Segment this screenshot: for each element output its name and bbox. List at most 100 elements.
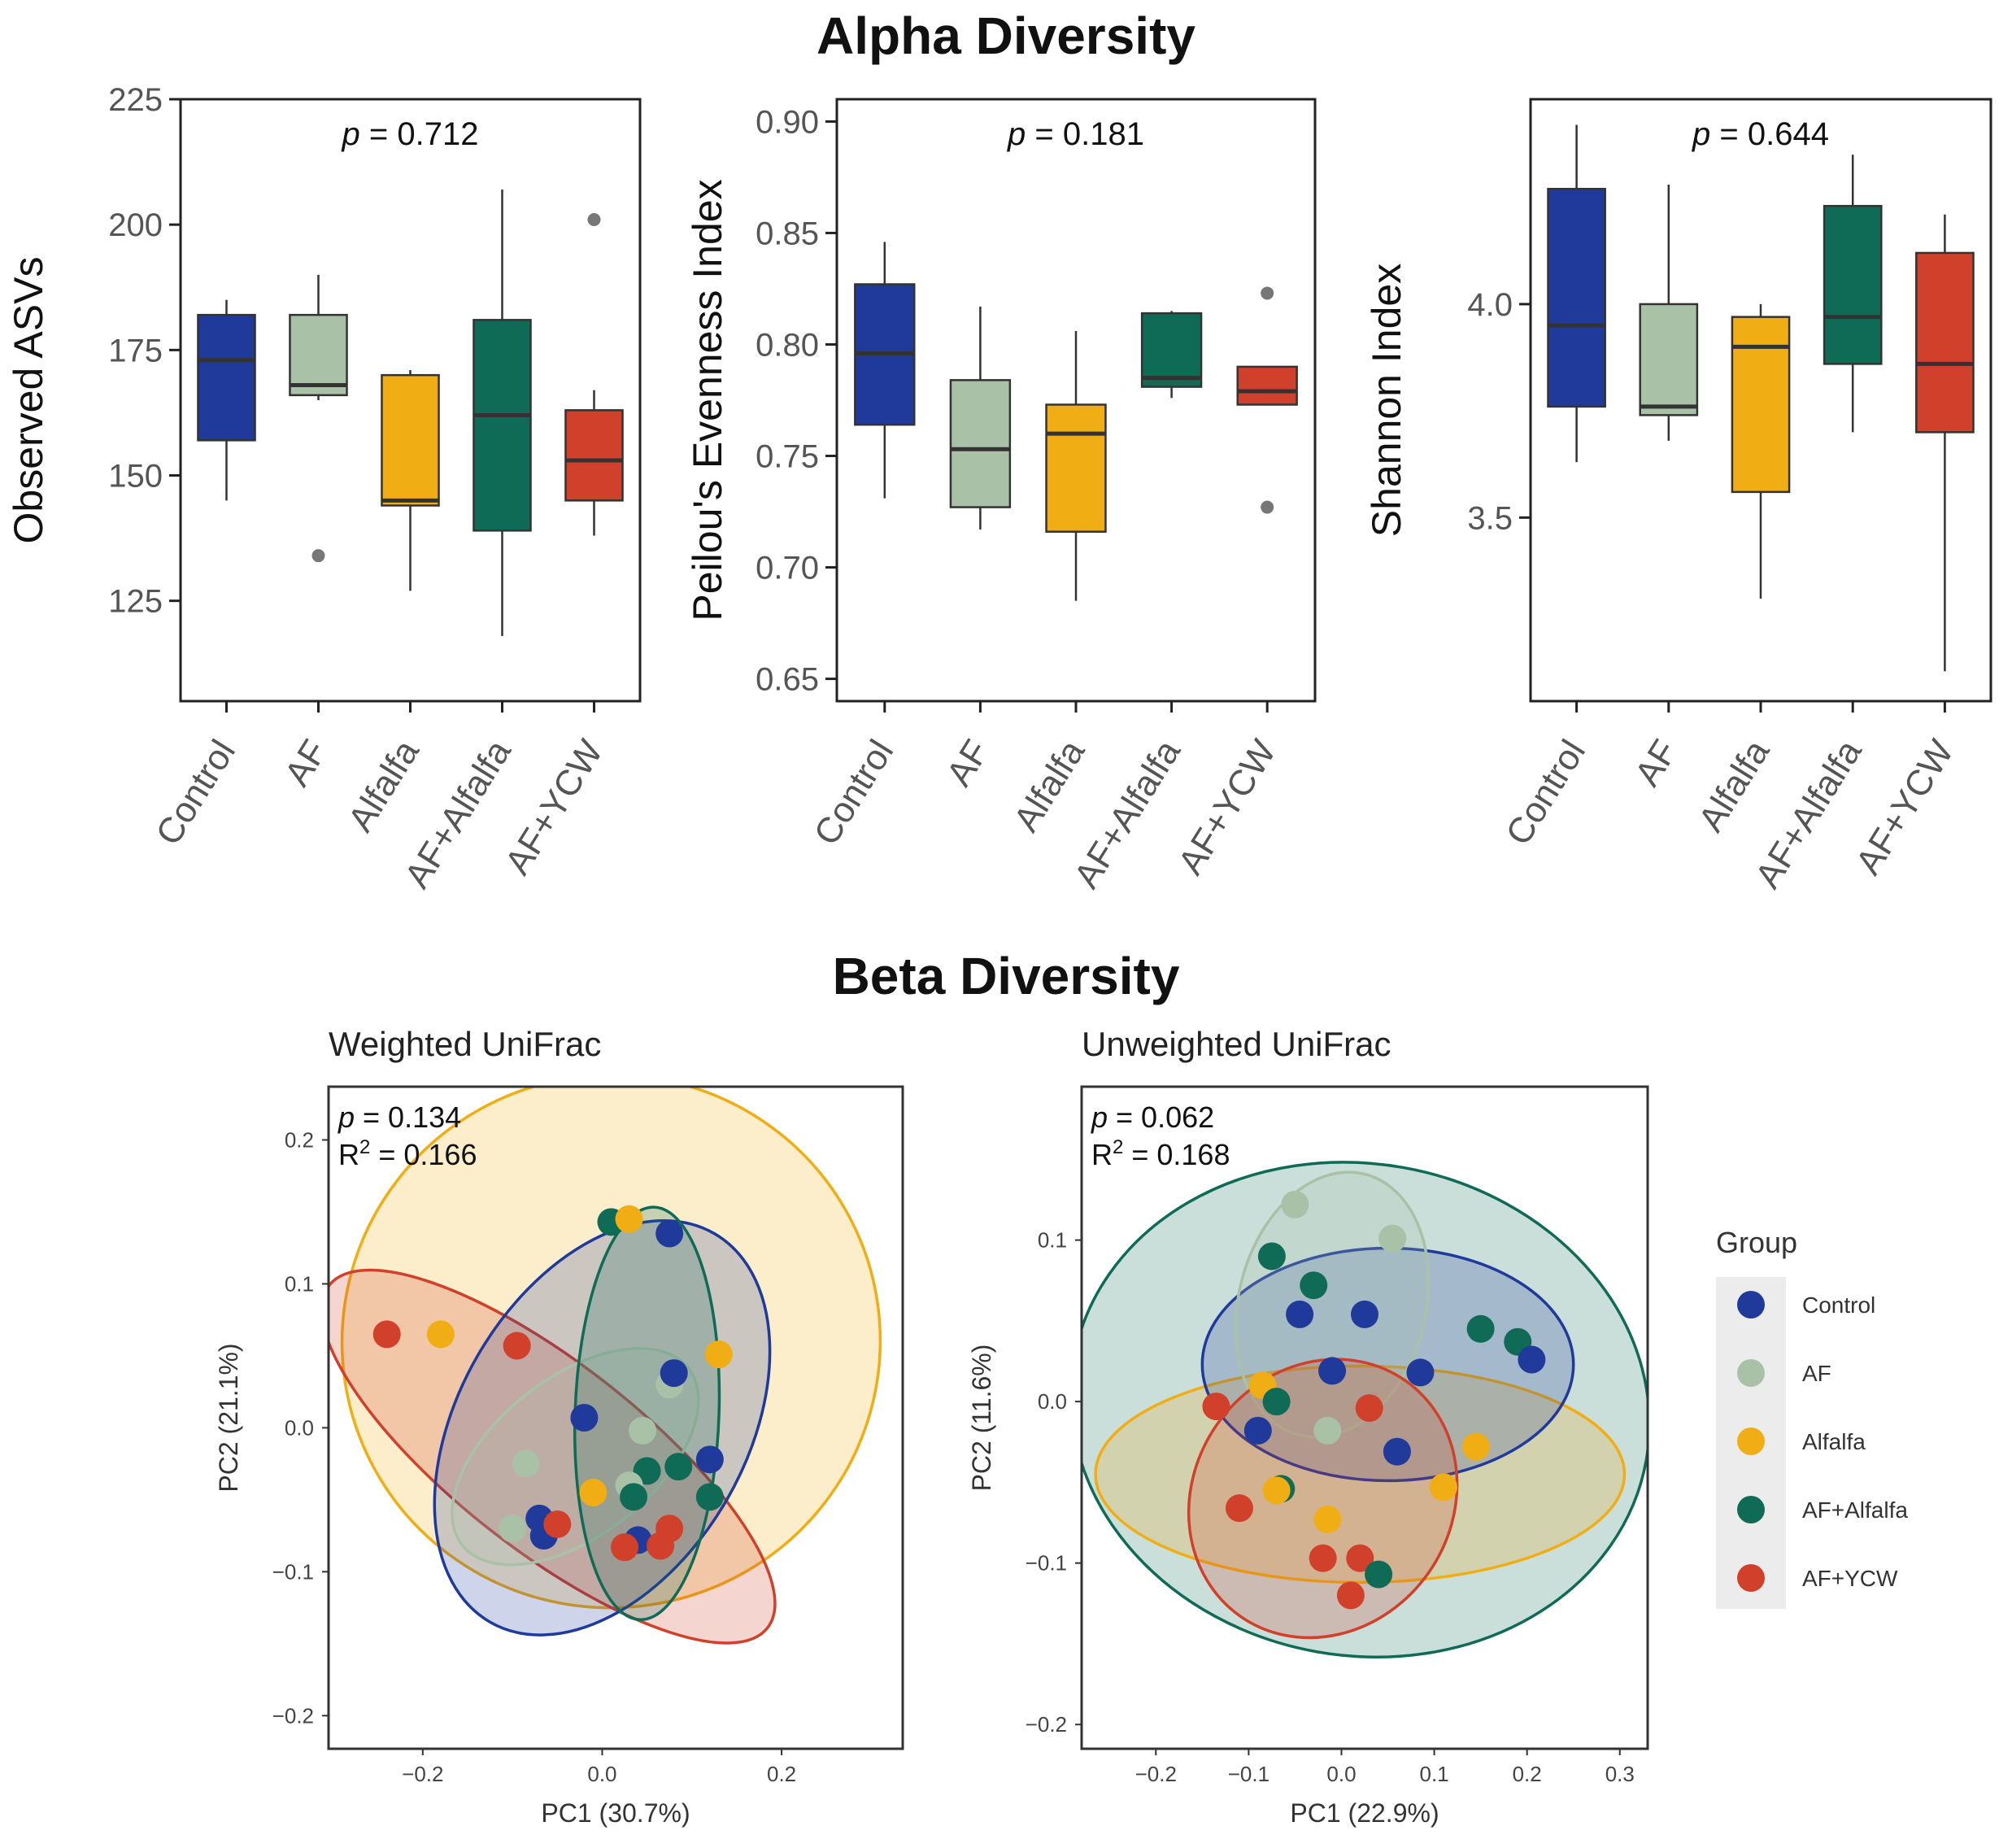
y-tick-label: 150 xyxy=(108,459,163,495)
outlier-point xyxy=(1261,500,1274,514)
observed-asvs-boxplot: 125 150 175 200 225 Observed ASVs p = 0.712 Con… xyxy=(6,82,642,895)
point-control xyxy=(1318,1357,1347,1385)
box-af-plus-alfalfa xyxy=(473,319,532,532)
y-tick-label: 0.80 xyxy=(756,327,819,363)
point-af-plus-alfalfa xyxy=(1257,1242,1286,1270)
r2-superscript: 2 xyxy=(359,1136,370,1158)
point-af-plus-ycw xyxy=(647,1532,675,1560)
point-control xyxy=(655,1219,684,1248)
point-control xyxy=(1518,1345,1546,1374)
outlier-point xyxy=(311,549,325,563)
point-control xyxy=(1286,1300,1314,1328)
x-tick-label-af: AF xyxy=(1627,733,1685,793)
y-axis-label: Shannon Index xyxy=(1364,264,1409,537)
x-tick-label: 0.3 xyxy=(1605,1762,1635,1786)
legend-title: Group xyxy=(1716,1226,1797,1259)
legend-label-control: Control xyxy=(1802,1292,1875,1318)
y-tick-label: −0.2 xyxy=(1026,1712,1067,1737)
y-tick-label: 125 xyxy=(108,584,163,620)
p-symbol: p xyxy=(1007,116,1026,152)
point-af xyxy=(499,1515,527,1543)
y-tick-label: 3.5 xyxy=(1467,500,1513,536)
point-control xyxy=(1406,1358,1435,1387)
point-alfalfa xyxy=(1429,1473,1457,1502)
r-squared-annotation: R2 = 0.168 xyxy=(1091,1136,1230,1171)
weighted-unifrac-pcoa: Weighted UniFrac −0.2 0.0 0.2 −0.2 −0.1 0.0 0.1… xyxy=(214,1025,904,1828)
y-tick-label: 0.70 xyxy=(756,551,819,586)
x-tick-label: −0.1 xyxy=(1228,1762,1269,1786)
x-axis-label: PC1 (30.7%) xyxy=(541,1798,690,1828)
p-value: = 0.644 xyxy=(1710,116,1829,152)
ellipse-alfalfa xyxy=(1094,1364,1627,1584)
box-af xyxy=(1639,303,1699,416)
plot-frame xyxy=(327,1085,904,1750)
outlier-point xyxy=(587,213,601,226)
point-af xyxy=(1313,1416,1342,1445)
point-af-plus-alfalfa xyxy=(1466,1314,1495,1343)
x-tick-label: 0.0 xyxy=(587,1762,616,1786)
y-tick-label: 200 xyxy=(108,207,163,243)
r2-prefix: R xyxy=(1091,1138,1113,1171)
point-af-plus-ycw xyxy=(1225,1494,1253,1523)
legend-key-af xyxy=(1737,1359,1765,1387)
x-tick-label-af: AF xyxy=(277,733,335,793)
x-tick-label-control: Control xyxy=(1498,733,1593,852)
box-alfalfa xyxy=(1731,316,1791,494)
point-alfalfa xyxy=(426,1320,455,1349)
legend-label-af-plus-ycw: AF+YCW xyxy=(1802,1566,1898,1591)
point-af-plus-alfalfa xyxy=(620,1483,648,1511)
p-value-annotation: p = 0.181 xyxy=(1007,116,1144,152)
pielou-evenness-boxplot: 0.65 0.70 0.75 0.80 0.85 0.90 Peilou's Evennes… xyxy=(685,98,1317,895)
legend-key-alfalfa xyxy=(1737,1427,1765,1455)
p-value-annotation: p = 0.134 xyxy=(338,1101,461,1134)
x-tick-label-alfalfa: Alfalfa xyxy=(1691,733,1778,839)
point-af xyxy=(1281,1190,1309,1218)
x-tick-label-af: AF xyxy=(939,733,997,793)
box-af-plus-alfalfa xyxy=(1823,204,1883,365)
r2-value: = 0.166 xyxy=(370,1138,477,1171)
p-value-annotation: p = 0.062 xyxy=(1091,1101,1214,1134)
point-af-plus-alfalfa xyxy=(695,1483,724,1511)
point-alfalfa xyxy=(1313,1506,1342,1534)
r2-value: = 0.168 xyxy=(1123,1138,1230,1171)
y-axis-label: Peilou's Evenness Index xyxy=(685,179,730,621)
plot-area xyxy=(329,1087,882,1645)
point-af-plus-alfalfa xyxy=(1365,1560,1393,1589)
legend-label-af-plus-alfalfa: AF+Alfalfa xyxy=(1802,1497,1908,1523)
legend-label-alfalfa: Alfalfa xyxy=(1802,1429,1866,1454)
legend-key-af-plus-ycw xyxy=(1737,1564,1765,1592)
y-tick-label: 225 xyxy=(108,82,163,118)
r2-superscript: 2 xyxy=(1113,1136,1123,1158)
point-alfalfa xyxy=(704,1340,733,1369)
y-axis-label: PC2 (21.1%) xyxy=(214,1343,243,1492)
point-af-plus-alfalfa xyxy=(1300,1271,1328,1300)
p-value: = 0.134 xyxy=(355,1101,461,1134)
panel-title: Weighted UniFrac xyxy=(329,1025,601,1063)
point-af-plus-ycw xyxy=(1202,1393,1230,1421)
box-af-plus-alfalfa xyxy=(1140,312,1203,388)
x-tick-label: 0.1 xyxy=(1419,1762,1448,1786)
point-af-plus-ycw xyxy=(1309,1544,1337,1572)
y-tick-label: 0.1 xyxy=(1038,1228,1067,1253)
point-control xyxy=(695,1445,724,1474)
plot-area xyxy=(1082,1161,1648,1658)
x-tick-label: 0.2 xyxy=(767,1762,796,1786)
box-af-plus-ycw xyxy=(1236,365,1298,406)
y-tick-label: 0.0 xyxy=(1038,1389,1067,1414)
point-af-plus-ycw xyxy=(372,1320,401,1349)
p-value: = 0.712 xyxy=(360,116,479,152)
plot-frame xyxy=(1080,1085,1649,1750)
point-af-plus-ycw xyxy=(503,1332,531,1360)
panel-title: Unweighted UniFrac xyxy=(1082,1025,1391,1063)
y-tick-label: 0.90 xyxy=(756,104,819,140)
point-af-plus-ycw xyxy=(543,1510,572,1538)
point-alfalfa xyxy=(1262,1476,1291,1505)
box-af xyxy=(949,379,1012,508)
legend-label-af: AF xyxy=(1802,1361,1831,1386)
x-tick-label-control: Control xyxy=(807,733,902,852)
x-tick-label-alfalfa: Alfalfa xyxy=(1006,733,1093,839)
p-value-annotation: p = 0.644 xyxy=(1692,116,1829,152)
legend-key-control xyxy=(1737,1291,1765,1318)
point-control xyxy=(570,1404,599,1432)
